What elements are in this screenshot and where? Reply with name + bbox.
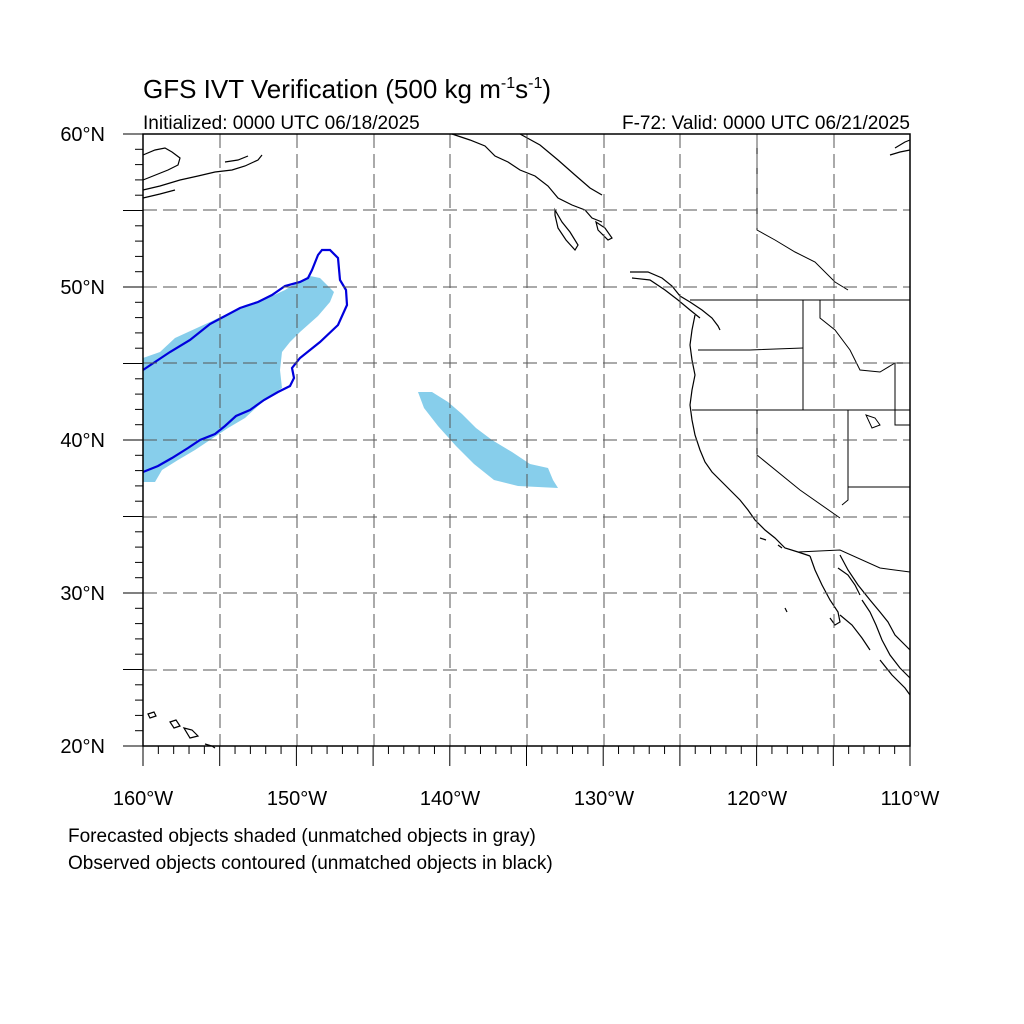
lon-labels: 160°W 150°W 140°W 130°W 120°W 110°W <box>113 788 940 810</box>
observed-object-contour <box>142 248 349 474</box>
lon-label-150w: 150°W <box>267 788 327 810</box>
legend-observed-note: Observed objects contoured (unmatched ob… <box>68 853 553 874</box>
lon-label-140w: 140°W <box>420 788 480 810</box>
lon-label-160w: 160°W <box>113 788 173 810</box>
lon-label-120w: 120°W <box>727 788 787 810</box>
lat-labels: 60°N 50°N 40°N 30°N 20°N <box>60 124 105 758</box>
map-plot-area <box>123 133 911 766</box>
lat-label-60n: 60°N <box>60 124 105 146</box>
init-time-label: Initialized: 0000 UTC 06/18/2025 <box>143 113 420 134</box>
axis-ticks <box>123 133 911 766</box>
valid-time-label: F-72: Valid: 0000 UTC 06/21/2025 <box>622 113 910 134</box>
lat-label-30n: 30°N <box>60 583 105 605</box>
legend-forecast-note: Forecasted objects shaded (unmatched obj… <box>68 826 536 847</box>
lat-label-20n: 20°N <box>60 736 105 758</box>
lon-label-110w: 110°W <box>881 788 940 810</box>
lat-label-50n: 50°N <box>60 277 105 299</box>
lon-label-130w: 130°W <box>574 788 634 810</box>
map-title: GFS IVT Verification (500 kg m-1s-1) <box>143 74 551 104</box>
graticule <box>143 134 910 746</box>
forecast-object-west <box>143 276 334 482</box>
lat-label-40n: 40°N <box>60 430 105 452</box>
state-borders <box>690 134 911 573</box>
